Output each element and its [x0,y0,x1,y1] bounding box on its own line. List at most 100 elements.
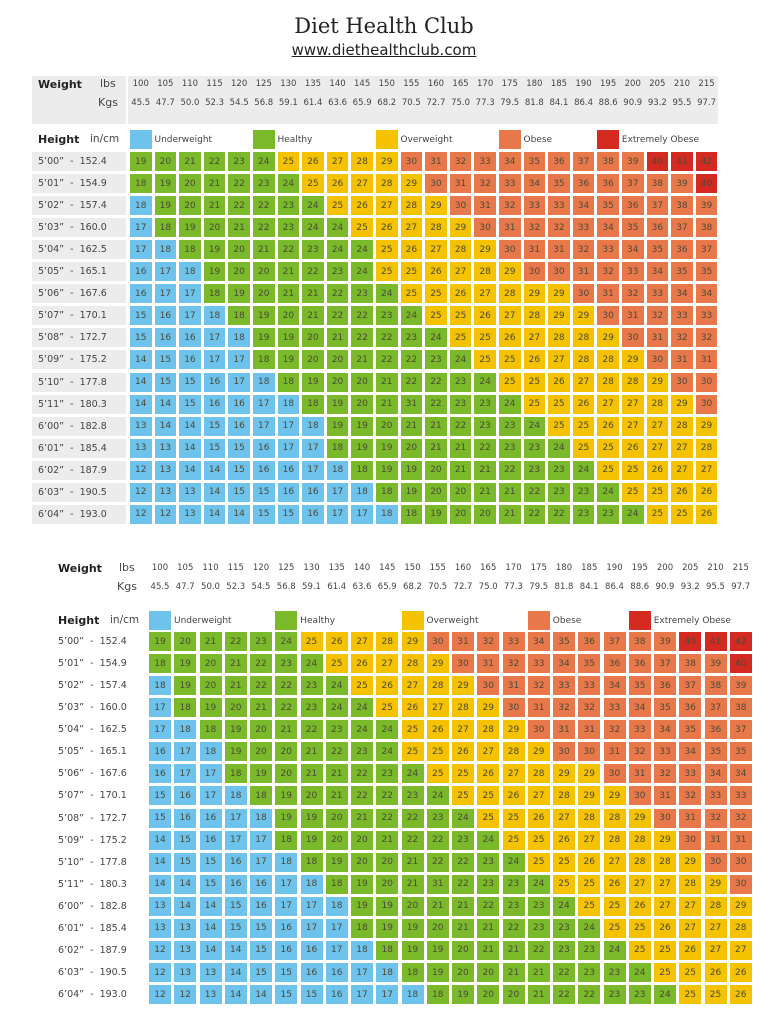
bmi-cell: 25 [302,174,324,194]
bmi-cell: 24 [474,372,496,392]
bmi-cell: 20 [253,262,275,282]
bmi-cell: 35 [622,218,644,238]
kgs-label: Kgs [98,96,118,109]
bmi-cell: 28 [477,720,500,740]
bmi-cell: 26 [548,372,570,392]
height-label: 5’03” - 160.0 [58,702,127,714]
bmi-cell: 23 [474,394,496,414]
height-row-bg [32,152,126,171]
bmi-cell: 28 [351,152,373,171]
bmi-cell: 21 [325,786,348,806]
weight-column-bg [472,76,497,124]
bmi-cell: 22 [376,350,398,370]
bmi-cell: 21 [401,874,424,894]
kgs-value: 77.3 [475,98,495,108]
bmi-cell: 31 [622,306,644,326]
lbs-label: lbs [119,561,135,574]
bmi-cell: 20 [325,808,348,828]
bmi-cell: 30 [578,742,601,762]
bmi-cell: 34 [695,284,718,304]
legend-label: Extremely Obese [621,135,700,145]
bmi-cell: 16 [302,482,324,502]
bmi-cell: 20 [199,654,222,674]
bmi-cell: 14 [174,874,197,894]
bmi-cell: 34 [572,196,595,216]
bmi-cell: 15 [154,350,177,370]
bmi-cell: 20 [224,698,247,718]
lbs-value: 205 [649,79,666,89]
bmi-cell: 19 [277,328,300,348]
lbs-value: 205 [682,563,699,573]
lbs-value: 175 [530,563,547,573]
bmi-cell: 24 [452,808,474,828]
lbs-value: 110 [181,79,199,89]
lbs-value: 185 [581,563,598,573]
bmi-cell: 16 [203,394,226,414]
bmi-cell: 14 [179,460,201,480]
bmi-cell: 18 [130,196,152,216]
bmi-cell: 31 [603,742,626,762]
height-row-bg [32,394,126,414]
bmi-cell: 23 [578,963,601,983]
bmi-cell: 32 [449,152,472,171]
height-row-bg [32,218,126,238]
kgs-value: 52.3 [205,98,225,108]
bmi-cell: 30 [499,240,521,260]
bmi-cell: 19 [452,985,474,1005]
weight-column-bg [521,76,547,124]
bmi-cell: 22 [449,416,472,436]
lbs-value: 200 [624,79,641,89]
bmi-cell: 25 [523,372,546,392]
bmi-cell: 23 [572,504,595,524]
bmi-cell: 17 [351,504,373,524]
bmi-cell: 18 [228,306,250,326]
bmi-cell: 33 [646,284,669,304]
kgs-value: 81.8 [554,582,574,592]
bmi-cell: 19 [277,350,300,370]
bmi-cell: 17 [351,985,373,1005]
bmi-cell: 26 [729,963,752,983]
bmi-cell: 20 [376,874,399,894]
bmi-cell: 33 [729,786,752,806]
legend-swatch-Y [401,611,424,630]
bmi-cell: 33 [499,174,521,194]
bmi-cell: 16 [277,482,300,502]
bmi-cell: 40 [695,174,718,194]
bmi-cell: 29 [548,284,570,304]
height-label: 5’02” - 157.4 [38,200,107,212]
bmi-cell: 19 [401,918,424,938]
bmi-cell: 26 [695,482,718,502]
bmi-cell: 38 [671,196,693,216]
bmi-cell: 20 [277,306,300,326]
height-label: 6’02” - 187.9 [58,944,127,956]
bmi-cell: 23 [277,218,300,238]
bmi-cell: 24 [400,306,423,326]
bmi-cell: 17 [250,852,272,872]
bmi-cell: 22 [275,698,298,718]
bmi-cell: 14 [203,460,226,480]
bmi-cell: 17 [253,416,275,436]
bmi-cell: 25 [553,874,575,894]
lbs-value: 165 [452,79,469,89]
height-row-bg [32,174,126,194]
bmi-cell: 22 [425,372,447,392]
website-link[interactable]: www.diethealthclub.com [291,41,477,59]
kgs-value: 88.6 [598,98,618,108]
bmi-cell: 37 [729,720,752,740]
bmi-cell: 22 [326,284,349,304]
legend-label: Obese [552,616,582,626]
bmi-cell: 31 [553,720,575,740]
bmi-cell: 25 [704,985,727,1005]
height-label: 5’05” - 165.1 [58,746,127,758]
bmi-cell: 28 [401,654,424,674]
legend-label: Obese [523,135,553,145]
bmi-cell: 23 [449,372,472,392]
bmi-cell: 22 [578,985,601,1005]
bmi-cell: 21 [400,416,423,436]
bmi-cell: 20 [275,764,298,784]
kgs-value: 47.7 [175,582,195,592]
bmi-cell: 32 [704,808,727,828]
bmi-cell: 17 [250,830,272,850]
bmi-cell: 20 [228,240,250,260]
bmi-cell: 25 [477,786,500,806]
